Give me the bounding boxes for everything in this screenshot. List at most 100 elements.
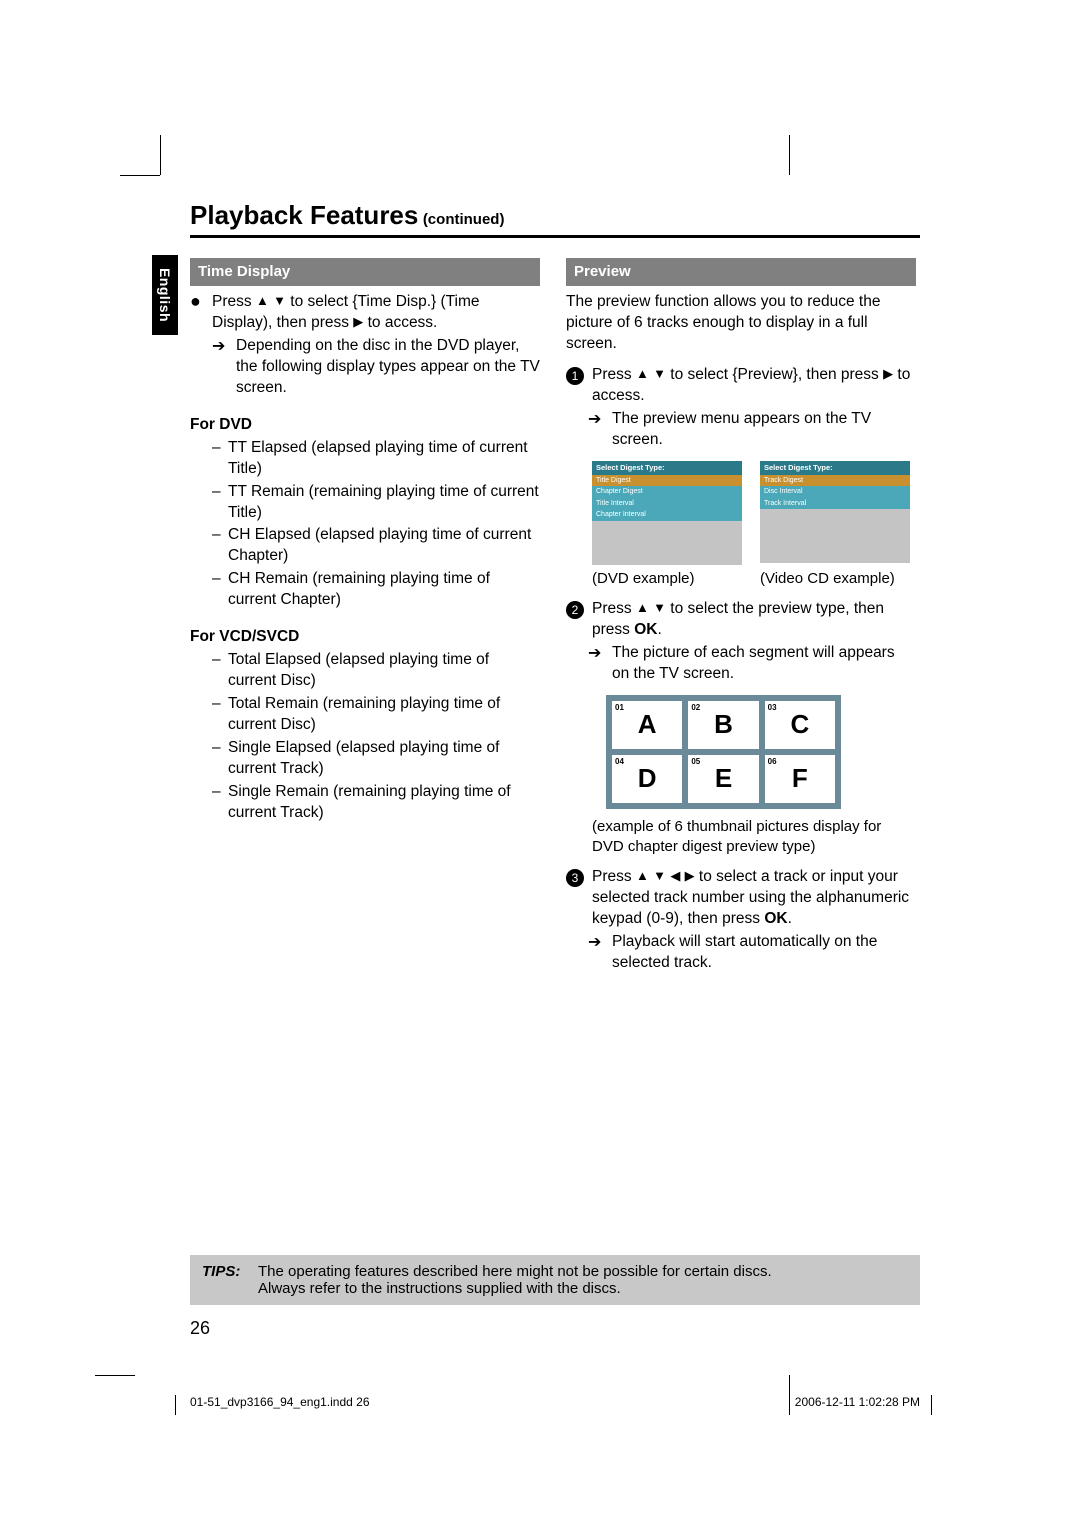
menu-header: Select Digest Type: — [760, 461, 910, 475]
preview-intro: The preview function allows you to reduc… — [566, 292, 916, 355]
columns: Time Display ● Press ▲ ▼ to select {Time… — [190, 258, 920, 974]
menu-item: Chapter Digest — [592, 486, 742, 497]
result-item: ➔ Depending on the disc in the DVD playe… — [212, 336, 540, 399]
section-preview: Preview — [566, 258, 916, 286]
down-icon: ▼ — [653, 600, 666, 615]
bullet-item: ● Press ▲ ▼ to select {Time Disp.} (Time… — [190, 292, 540, 334]
right-column: Preview The preview function allows you … — [566, 258, 916, 974]
menu-item: Disc Interval — [760, 486, 910, 497]
up-icon: ▲ — [636, 600, 649, 615]
arrow-icon: ➔ — [588, 409, 612, 451]
result-text: The preview menu appears on the TV scree… — [612, 409, 916, 451]
heading-continued: (continued) — [423, 211, 505, 228]
step-3: 3 Press ▲ ▼ ◀ ▶ to select a track or inp… — [566, 867, 916, 930]
arrow-icon: ➔ — [588, 932, 612, 974]
right-icon: ▶ — [353, 314, 363, 329]
result-text: The picture of each segment will appears… — [612, 643, 916, 685]
thumbnail: 04D — [612, 755, 682, 803]
thumbnail: 01A — [612, 701, 682, 749]
right-icon: ▶ — [883, 366, 893, 381]
result-item: ➔ The preview menu appears on the TV scr… — [588, 409, 916, 451]
language-label: English — [157, 268, 173, 322]
list-item: –CH Elapsed (elapsed playing time of cur… — [212, 525, 540, 567]
dvd-example-label: (DVD example) — [592, 569, 742, 589]
step-text: Press ▲ ▼ to select the preview type, th… — [592, 599, 916, 641]
page-content: Playback Features (continued) English Ti… — [190, 200, 920, 974]
up-icon: ▲ — [636, 366, 649, 381]
list-item: –TT Remain (remaining playing time of cu… — [212, 482, 540, 524]
step-1: 1 Press ▲ ▼ to select {Preview}, then pr… — [566, 365, 916, 407]
arrow-icon: ➔ — [212, 336, 236, 399]
page-number: 26 — [190, 1318, 210, 1339]
list-item: –CH Remain (remaining playing time of cu… — [212, 569, 540, 611]
footer-rule — [175, 1395, 176, 1415]
left-icon: ◀ — [670, 868, 680, 883]
list-item: –Total Elapsed (elapsed playing time of … — [212, 650, 540, 692]
tips-body: The operating features described here mi… — [258, 1263, 908, 1297]
footer-file: 01-51_dvp3166_94_eng1.indd 26 — [190, 1395, 370, 1409]
list-item: –Single Remain (remaining playing time o… — [212, 782, 540, 824]
dvd-list: –TT Elapsed (elapsed playing time of cur… — [212, 438, 540, 611]
step-number-icon: 3 — [566, 869, 584, 887]
vcd-menu-example: Select Digest Type: Track Digest Disc In… — [760, 461, 910, 565]
example-labels: (DVD example) (Video CD example) — [592, 569, 916, 589]
heading-title: Playback Features — [190, 200, 418, 230]
result-text: Depending on the disc in the DVD player,… — [236, 336, 540, 399]
menu-item: Track Interval — [760, 498, 910, 509]
menu-item: Title Interval — [592, 498, 742, 509]
crop-mark — [160, 135, 161, 175]
menu-examples: Select Digest Type: Title Digest Chapter… — [592, 461, 916, 565]
menu-item: Chapter Interval — [592, 509, 742, 520]
list-item: –TT Elapsed (elapsed playing time of cur… — [212, 438, 540, 480]
subhead-dvd: For DVD — [190, 415, 540, 436]
menu-items: Title Digest Chapter Digest Title Interv… — [592, 475, 742, 521]
thumbnail-caption: (example of 6 thumbnail pictures display… — [592, 817, 916, 858]
thumbnail: 05E — [688, 755, 758, 803]
menu-blank — [760, 509, 910, 563]
thumbnail-grid: 01A 02B 03C 04D 05E 06F — [606, 695, 841, 809]
crop-mark — [95, 1375, 135, 1376]
list-item: –Single Elapsed (elapsed playing time of… — [212, 738, 540, 780]
up-icon: ▲ — [256, 293, 269, 308]
footer: 01-51_dvp3166_94_eng1.indd 26 2006-12-11… — [190, 1395, 920, 1409]
bullet-icon: ● — [190, 292, 212, 334]
page-heading: Playback Features (continued) — [190, 200, 920, 238]
menu-item: Track Digest — [760, 475, 910, 486]
result-item: ➔ Playback will start automatically on t… — [588, 932, 916, 974]
tips-box: TIPS: The operating features described h… — [190, 1255, 920, 1305]
up-icon: ▲ — [636, 868, 649, 883]
vcd-list: –Total Elapsed (elapsed playing time of … — [212, 650, 540, 823]
left-column: Time Display ● Press ▲ ▼ to select {Time… — [190, 258, 540, 974]
bullet-text: Press ▲ ▼ to select {Time Disp.} (Time D… — [212, 292, 540, 334]
tips-label: TIPS: — [202, 1263, 258, 1297]
thumbnail: 06F — [765, 755, 835, 803]
footer-date: 2006-12-11 1:02:28 PM — [795, 1395, 920, 1409]
step-number-icon: 2 — [566, 601, 584, 619]
section-time-display: Time Display — [190, 258, 540, 286]
result-text: Playback will start automatically on the… — [612, 932, 916, 974]
crop-mark — [789, 135, 790, 175]
language-tab: English — [152, 255, 178, 335]
dvd-menu-example: Select Digest Type: Title Digest Chapter… — [592, 461, 742, 565]
menu-items: Track Digest Disc Interval Track Interva… — [760, 475, 910, 509]
vcd-example-label: (Video CD example) — [760, 569, 910, 589]
down-icon: ▼ — [653, 868, 666, 883]
thumbnail: 02B — [688, 701, 758, 749]
subhead-vcd: For VCD/SVCD — [190, 627, 540, 648]
right-icon: ▶ — [685, 868, 695, 883]
step-text: Press ▲ ▼ ◀ ▶ to select a track or input… — [592, 867, 916, 930]
step-2: 2 Press ▲ ▼ to select the preview type, … — [566, 599, 916, 641]
list-item: –Total Remain (remaining playing time of… — [212, 694, 540, 736]
step-text: Press ▲ ▼ to select {Preview}, then pres… — [592, 365, 916, 407]
menu-header: Select Digest Type: — [592, 461, 742, 475]
thumbnail: 03C — [765, 701, 835, 749]
footer-rule — [931, 1395, 932, 1415]
result-item: ➔ The picture of each segment will appea… — [588, 643, 916, 685]
step-number-icon: 1 — [566, 367, 584, 385]
menu-item: Title Digest — [592, 475, 742, 486]
crop-mark — [120, 175, 160, 176]
down-icon: ▼ — [653, 366, 666, 381]
down-icon: ▼ — [273, 293, 286, 308]
arrow-icon: ➔ — [588, 643, 612, 685]
menu-blank — [592, 521, 742, 565]
